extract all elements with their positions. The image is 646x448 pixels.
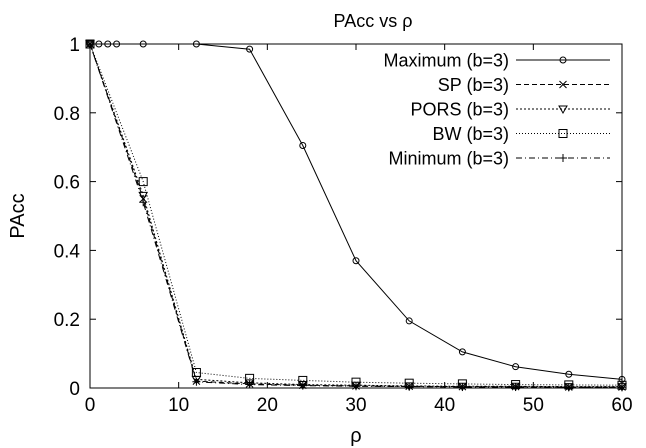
legend: Maximum (b=3) SP (b=3) PORS (b=3) BW (b=3) M… — [383, 51, 610, 169]
legend-marker-minimum-b-3 — [559, 154, 567, 162]
series-sp-b-3 — [86, 40, 626, 391]
series-line-minimum-b-3 — [89, 43, 622, 388]
data-point-minimum-b-3 — [405, 382, 414, 391]
data-point-bw-b-3 — [191, 368, 201, 378]
data-point-pors-b-3 — [244, 379, 255, 388]
data-point-maximum-b-3 — [352, 257, 360, 265]
legend-label-pors-b-3: PORS (b=3) — [410, 100, 509, 120]
x-tick-label: 50 — [523, 395, 544, 416]
data-point-minimum-b-3 — [511, 382, 520, 391]
plot-frame — [89, 43, 623, 389]
series-bw-b-3 — [85, 39, 627, 390]
y-tick-label: 0.4 — [54, 241, 81, 262]
x-tick-label: 60 — [611, 395, 632, 416]
legend-label-sp-b-3: SP (b=3) — [438, 75, 509, 95]
series-line-sp-b-3 — [89, 43, 622, 388]
series-line-maximum-b-3 — [90, 43, 623, 380]
data-point-maximum-b-3 — [405, 317, 413, 325]
series-maximum-b-3 — [86, 40, 626, 383]
x-tick-label: 10 — [168, 395, 189, 416]
y-tick-label: 0 — [69, 379, 80, 400]
data-point-minimum-b-3 — [192, 377, 201, 386]
legend-marker-maximum-b-3 — [559, 56, 567, 64]
x-tick-label: 40 — [434, 395, 455, 416]
plot-area: 0 10 20 30 40 50 60 0 0.2 0.4 0.6 0.8 1 — [54, 35, 633, 416]
data-point-maximum-b-3 — [458, 348, 466, 356]
data-point-maximum-b-3 — [246, 45, 254, 53]
x-tick-label: 0 — [85, 395, 96, 416]
series-line-pors-b-3 — [89, 43, 622, 388]
y-tick-label: 0.6 — [54, 173, 80, 194]
data-point-minimum-b-3 — [245, 380, 254, 389]
series-pors-b-3 — [85, 40, 627, 392]
series-minimum-b-3 — [86, 40, 626, 392]
legend-marker-bw-b-3 — [558, 129, 568, 138]
x-tick-label: 20 — [257, 395, 278, 416]
y-tick-label: 1 — [69, 35, 80, 56]
legend-label-maximum-b-3: Maximum (b=3) — [383, 51, 509, 71]
y-tick-label: 0.8 — [54, 104, 80, 125]
data-point-minimum-b-3 — [458, 382, 467, 391]
y-tick-label: 0.2 — [54, 310, 80, 331]
x-axis-title: ρ — [350, 425, 361, 447]
y-axis-title: PAcc — [7, 193, 29, 238]
data-point-minimum-b-3 — [564, 383, 573, 392]
legend-marker-sp-b-3 — [559, 80, 567, 89]
data-point-pors-b-3 — [297, 381, 308, 390]
legend-label-minimum-b-3: Minimum (b=3) — [388, 149, 509, 169]
legend-label-bw-b-3: BW (b=3) — [432, 124, 509, 144]
series-line-bw-b-3 — [89, 43, 623, 386]
data-point-maximum-b-3 — [565, 370, 573, 378]
data-point-minimum-b-3 — [352, 382, 360, 391]
data-point-bw-b-3 — [138, 177, 148, 187]
x-tick-label: 30 — [345, 395, 366, 416]
data-point-minimum-b-3 — [139, 198, 148, 207]
legend-marker-pors-b-3 — [558, 105, 568, 115]
data-point-maximum-b-3 — [512, 363, 520, 371]
chart-title: PAcc vs ρ — [334, 11, 413, 31]
data-point-maximum-b-3 — [299, 141, 307, 149]
